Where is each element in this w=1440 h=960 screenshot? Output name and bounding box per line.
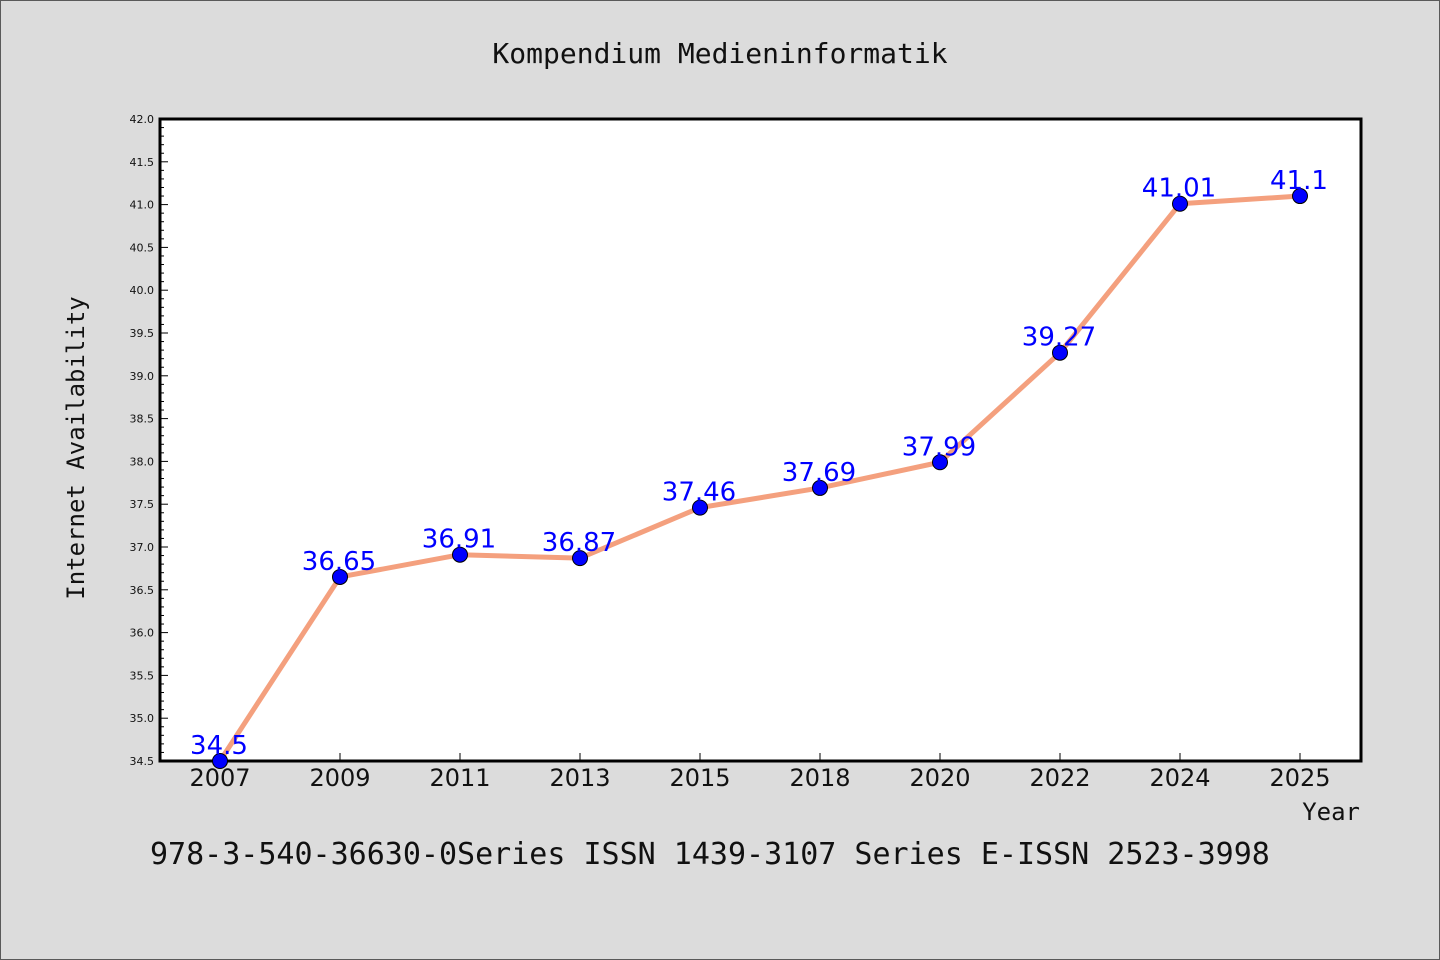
x-axis: 2007 2009 2011 2013 2015 2018 2020 2022 2024 2025 <box>189 753 1331 792</box>
data-label: 36.87 <box>542 528 616 558</box>
y-tick-label: 40.0 <box>130 284 155 297</box>
series-line-group <box>212 188 1308 769</box>
data-label: 36.91 <box>422 525 496 555</box>
x-tick-label: 2015 <box>669 764 730 792</box>
x-tick-label: 2025 <box>1269 764 1330 792</box>
y-axis: 34.5 35.0 35.5 36.0 36.5 37.0 37.5 38.0 38.5 39.0… <box>130 113 168 768</box>
data-label: 37.69 <box>782 458 856 488</box>
y-tick-label: 35.0 <box>130 712 155 725</box>
y-tick-label: 41.0 <box>130 199 155 212</box>
data-point <box>332 568 348 585</box>
x-tick-label: 2018 <box>789 764 850 792</box>
data-point <box>1292 188 1308 205</box>
data-label: 41.1 <box>1270 166 1328 196</box>
y-tick-label: 36.0 <box>130 627 155 640</box>
data-label: 36.65 <box>302 547 376 577</box>
x-tick-label: 2011 <box>429 764 490 792</box>
footer-text: 978-3-540-36630-0Series ISSN 1439-3107 S… <box>150 837 1270 872</box>
data-label: 37.46 <box>662 478 736 508</box>
data-point <box>452 546 468 563</box>
y-tick-label: 38.5 <box>130 413 155 426</box>
y-tick-label: 39.0 <box>130 370 155 383</box>
x-axis-label: Year <box>1302 798 1360 826</box>
x-tick-label: 2024 <box>1149 764 1210 792</box>
x-tick-label: 2013 <box>549 764 610 792</box>
data-label: 34.5 <box>190 731 248 761</box>
data-point <box>572 550 588 567</box>
data-point <box>212 753 228 769</box>
data-point <box>1052 344 1068 361</box>
data-label: 41.01 <box>1142 174 1216 204</box>
data-point <box>932 454 948 471</box>
y-tick-label: 35.5 <box>130 669 155 682</box>
plot-area <box>158 117 1363 763</box>
data-label: 39.27 <box>1022 323 1096 353</box>
data-point <box>692 499 708 516</box>
data-point <box>1172 195 1188 212</box>
data-label: 37.99 <box>902 432 976 462</box>
y-axis-label: Internet Availability <box>62 296 90 599</box>
chart-title: Kompendium Medieninformatik <box>492 37 947 70</box>
y-tick-label: 37.0 <box>130 541 155 554</box>
y-tick-label: 37.5 <box>130 498 155 511</box>
y-tick-label: 42.0 <box>130 113 155 126</box>
y-tick-label: 36.5 <box>130 584 155 597</box>
x-tick-label: 2009 <box>309 764 370 792</box>
y-tick-label: 34.5 <box>130 755 155 768</box>
x-tick-label: 2020 <box>909 764 970 792</box>
data-labels: 34.5 36.65 36.91 36.87 37.46 37.69 37.99 39.27 4… <box>190 166 1328 761</box>
y-tick-label: 40.5 <box>130 241 155 254</box>
data-point <box>812 479 828 496</box>
y-tick-label: 39.5 <box>130 327 155 340</box>
series-line <box>217 193 1301 763</box>
y-tick-label: 38.0 <box>130 455 155 468</box>
y-tick-label: 41.5 <box>130 156 155 169</box>
x-tick-label: 2022 <box>1029 764 1090 792</box>
